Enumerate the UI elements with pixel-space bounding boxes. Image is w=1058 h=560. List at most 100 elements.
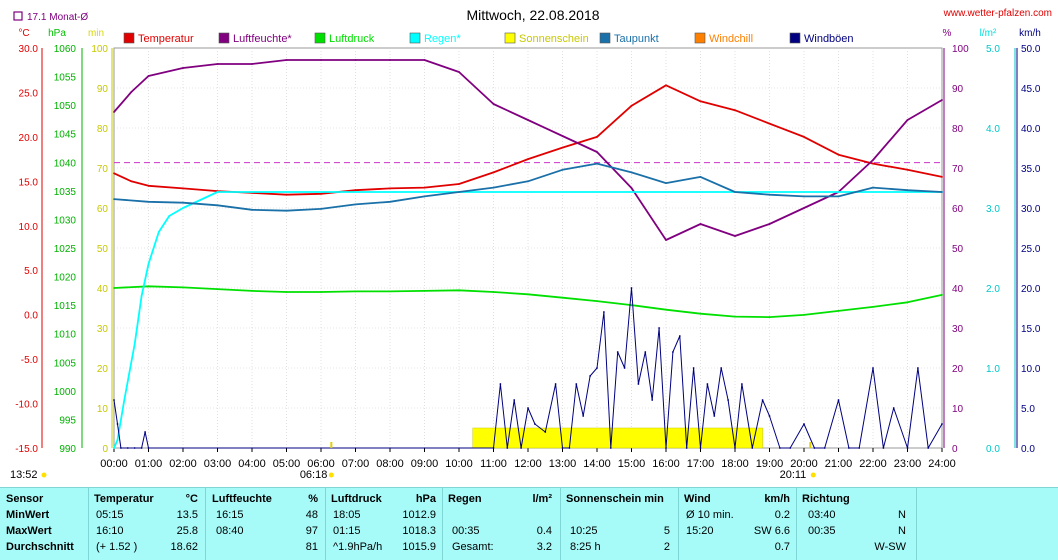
series-5-point-32 xyxy=(665,447,667,449)
temperature-tick-5: 5.0 xyxy=(24,266,38,277)
legend-swatch-1 xyxy=(218,32,230,44)
sunrise-icon xyxy=(328,472,334,478)
series-5-point-58 xyxy=(906,447,909,449)
series-5-point-2 xyxy=(120,447,122,449)
humidity-tick-2: 80 xyxy=(952,124,964,135)
row-2-dir: W-SW xyxy=(874,541,906,553)
series-4-point-17 xyxy=(699,176,702,178)
header-rain-unit: l/m² xyxy=(532,493,552,505)
row-2-hum: 81 xyxy=(305,541,318,553)
weather-chart: Mittwoch, 22.08.2018 www.wetter-pfalzen.… xyxy=(10,7,1052,481)
series-1-point-24 xyxy=(906,119,909,121)
series-3-point-4 xyxy=(140,295,143,297)
series-0-point-16 xyxy=(630,104,633,107)
series-line-1 xyxy=(113,59,943,241)
series-2-point-8 xyxy=(389,290,391,293)
row-1-hum: 97 xyxy=(305,525,318,537)
sunset-icon xyxy=(810,472,816,478)
row-0-wind: 0.2 xyxy=(774,509,790,521)
series-5-point-41 xyxy=(727,399,729,401)
sunshine-tick-4: 60 xyxy=(97,204,109,215)
row-0-dir: N xyxy=(898,509,906,521)
row-label-0: MinWert xyxy=(6,509,50,521)
left-axis-units: °C hPa min xyxy=(18,28,104,39)
row-1-press-time: 01:15 xyxy=(333,525,361,537)
humidity-tick-6: 40 xyxy=(952,284,964,295)
legend-swatch-4 xyxy=(504,32,516,44)
series-0-point-11 xyxy=(458,183,460,185)
series-2-point-3 xyxy=(216,288,219,290)
pressure-tick-11: 1005 xyxy=(54,358,77,369)
site-link[interactable]: www.wetter-pfalzen.com xyxy=(943,8,1052,19)
x-tick-16: 16:00 xyxy=(652,458,680,470)
series-4-point-2 xyxy=(182,201,184,204)
series-5-point-28 xyxy=(637,383,640,385)
series-4-point-20 xyxy=(803,195,805,198)
table-divider-6 xyxy=(796,488,797,560)
series-5-point-7 xyxy=(147,447,150,449)
sunshine-tick-3: 70 xyxy=(97,164,109,175)
series-0-point-22 xyxy=(837,153,840,156)
table-divider-4 xyxy=(560,488,561,560)
pressure-tick-2: 1050 xyxy=(54,101,77,112)
series-4-point-5 xyxy=(285,209,288,212)
series-4-point-8 xyxy=(389,200,391,203)
header-temperature-unit: °C xyxy=(185,493,198,505)
series-0-point-15 xyxy=(596,136,598,138)
series-5-point-11 xyxy=(513,399,516,401)
series-0-point-18 xyxy=(699,100,702,103)
sunset-time: 20:11 xyxy=(780,469,807,481)
series-5-point-26 xyxy=(623,367,626,369)
series-2-point-0 xyxy=(113,287,115,289)
x-tick-18: 18:00 xyxy=(721,458,749,470)
table-divider-5 xyxy=(678,488,679,560)
row-0-hum-time: 16:15 xyxy=(216,509,244,521)
series-5-point-4 xyxy=(133,447,136,449)
series-4-point-16 xyxy=(665,182,667,185)
humidity-tick-0: 100 xyxy=(952,44,969,55)
humidity-tick-7: 30 xyxy=(952,324,964,335)
series-5-point-18 xyxy=(568,447,571,449)
series-3-point-3 xyxy=(133,343,136,345)
series-1-point-14 xyxy=(561,135,564,137)
series-5-point-14 xyxy=(534,423,536,425)
pressure-tick-13: 995 xyxy=(59,415,76,426)
series-3-point-11 xyxy=(251,191,253,193)
pressure-tick-10: 1010 xyxy=(54,330,77,341)
series-1-point-4 xyxy=(216,63,219,65)
x-tick-22: 22:00 xyxy=(859,458,887,470)
series-5-point-61 xyxy=(941,423,943,425)
series-4-point-15 xyxy=(630,171,633,174)
series-0-point-14 xyxy=(561,146,564,149)
series-2-point-10 xyxy=(458,289,460,292)
pressure-tick-5: 1035 xyxy=(54,187,77,198)
series-5-point-48 xyxy=(789,447,792,449)
series-5-point-57 xyxy=(892,407,895,409)
series-2-point-4 xyxy=(251,290,253,292)
sunshine-tick-6: 40 xyxy=(97,284,109,295)
chart-title: Mittwoch, 22.08.2018 xyxy=(466,7,599,23)
x-tick-1: 01:00 xyxy=(135,458,163,470)
x-tick-23: 23:00 xyxy=(894,458,922,470)
series-3-point-1 xyxy=(116,439,119,441)
humidity-tick-4: 60 xyxy=(952,204,964,215)
series-5-point-16 xyxy=(554,383,557,385)
temperature-tick-0: 30.0 xyxy=(19,44,39,55)
wind-tick-0: 50.0 xyxy=(1021,44,1041,55)
sunshine-tick-1: 90 xyxy=(97,84,109,95)
legend-label-6: Windchill xyxy=(709,33,753,45)
series-1-point-17 xyxy=(665,239,667,241)
current-time-icon xyxy=(41,472,47,478)
series-3-point-6 xyxy=(157,231,160,233)
series-0-point-9 xyxy=(389,187,391,190)
row-1-hum-time: 08:40 xyxy=(216,525,244,537)
left-axes: 30.0 25.0 20.0 15.0 10.0 5.0 0.0 -5.0 -10.0 -15.0… xyxy=(15,44,113,455)
x-tick-5: 05:00 xyxy=(273,458,301,470)
series-4-point-24 xyxy=(941,191,943,193)
series-1-point-16 xyxy=(630,187,633,189)
series-2-point-2 xyxy=(182,286,184,289)
series-2-point-11 xyxy=(492,291,495,293)
series-2-point-1 xyxy=(147,285,150,288)
rain-tick-2: 3.0 xyxy=(986,204,1000,215)
series-5-point-37 xyxy=(699,447,702,449)
